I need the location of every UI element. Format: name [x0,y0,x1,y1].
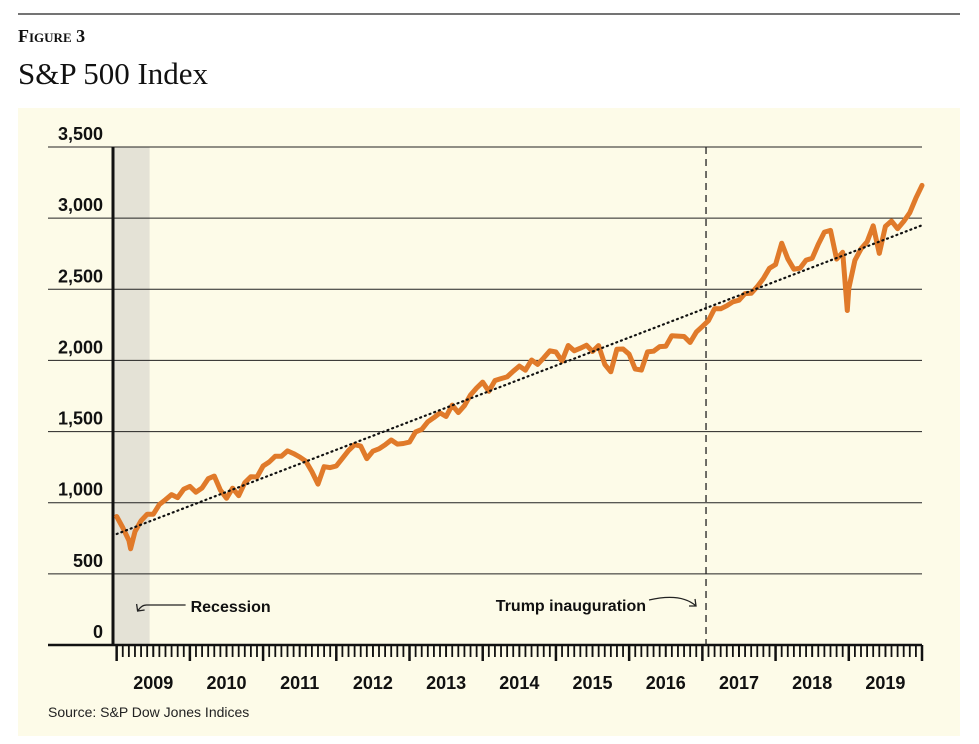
x-tick-label: 2014 [499,673,539,693]
recession-band [113,147,150,645]
chart-background [18,108,960,736]
event-label: Trump inauguration [496,598,646,615]
x-tick-label: 2009 [133,673,173,693]
price-line [114,182,925,552]
y-tick-label: 0 [93,622,103,642]
y-tick-label: 3,000 [58,195,103,215]
x-tick-label: 2013 [426,673,466,693]
x-tick-label: 2018 [792,673,832,693]
event-arrow [648,596,697,607]
x-tick-label: 2015 [573,673,613,693]
y-tick-label: 1,000 [58,480,103,500]
y-tick-label: 3,500 [58,124,103,144]
chart-title: S&P 500 Index [18,56,209,91]
plot: 0 500 1,000 1,500 2,000 2,500 3,000 3,500 2009 20… [48,124,925,693]
y-tick-label: 2,000 [58,337,103,357]
source-note: Source: S&P Dow Jones Indices [48,704,249,720]
x-tick-label: 2017 [719,673,759,693]
x-tick-label: 2019 [865,673,905,693]
figure-label: Figure 3 [18,26,85,46]
recession-label: Recession [191,599,271,616]
x-tick-label: 2012 [353,673,393,693]
y-tick-label: 500 [73,551,103,571]
event-arrowhead [689,598,697,607]
trend-line [115,224,924,536]
x-tick-label: 2011 [280,673,319,693]
recession-arrowhead [135,603,145,612]
recession-arrow [137,604,186,612]
x-tick-label: 2016 [646,673,686,693]
x-tick-label: 2010 [206,673,246,693]
y-tick-label: 2,500 [58,266,103,286]
y-tick-label: 1,500 [58,409,103,429]
